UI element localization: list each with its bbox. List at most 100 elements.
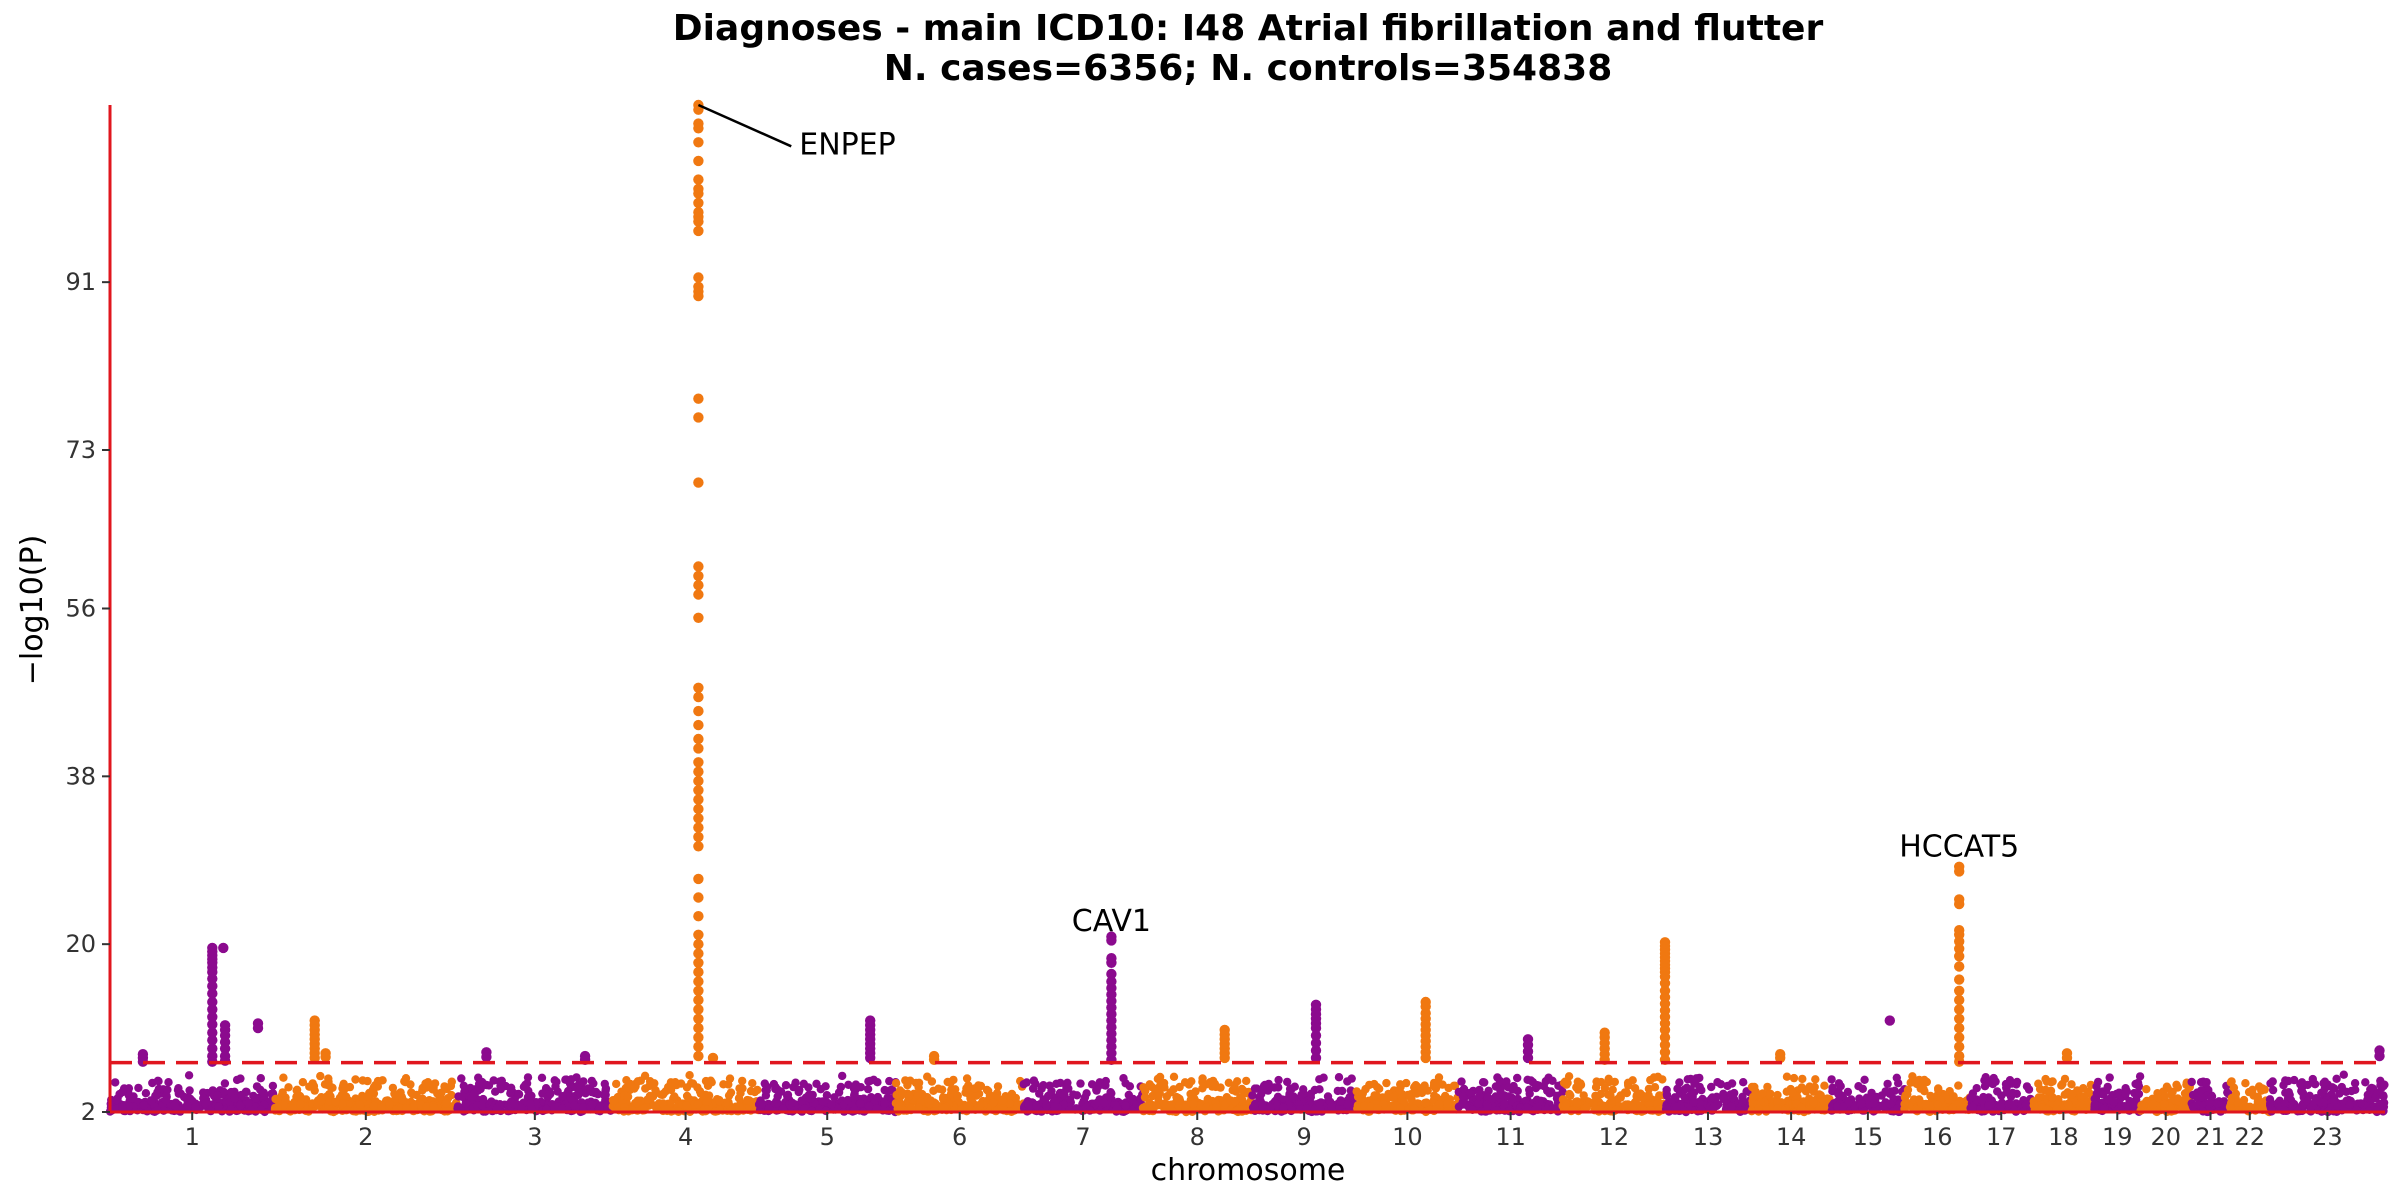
data-point [1719,1095,1729,1104]
data-point [856,1083,866,1092]
data-point [1709,1102,1719,1112]
data-point [292,1085,302,1095]
data-point [1707,1082,1716,1092]
data-point [738,1076,747,1086]
data-point [873,1078,882,1087]
data-point [2284,1088,2293,1097]
data-point [648,1092,658,1101]
peak-point [693,966,704,978]
data-point [693,1100,703,1109]
peak-point [693,733,704,745]
data-point [519,1082,529,1092]
data-point [256,1074,265,1083]
data-point [1623,1078,1633,1088]
data-point [1838,1102,1848,1112]
data-point [1274,1075,1283,1085]
x-tick-label: 22 [2235,1123,2266,1151]
data-point [1022,1078,1031,1087]
data-point [671,1078,680,1087]
data-point [1533,1102,1543,1112]
data-point [2297,1086,2306,1096]
peak-point [693,939,704,950]
peak-point [693,174,704,185]
peak-point [693,290,704,302]
data-point [458,1092,467,1101]
data-point [601,1090,610,1100]
y-tick-label: 56 [65,595,96,623]
x-tick-label: 13 [1693,1123,1724,1151]
data-point [410,1100,419,1110]
peak-point [218,942,229,954]
data-point [1966,1093,1976,1102]
peak-point [693,477,704,488]
peak-point [1954,866,1965,877]
data-point [1212,1103,1221,1112]
data-point [1306,1089,1316,1099]
data-point [2029,1101,2039,1111]
peak-point [693,1013,704,1024]
data-point [537,1073,547,1083]
data-point [1820,1098,1829,1107]
x-tick-label: 4 [678,1123,693,1151]
x-tick-label: 20 [2150,1123,2181,1151]
data-point [1628,1102,1638,1112]
data-point [623,1092,633,1101]
peak-point [693,589,704,600]
data-point [1101,1081,1110,1090]
data-point [1788,1088,1797,1097]
data-point [1883,1079,1892,1089]
data-point [213,1091,222,1100]
data-point [1289,1092,1298,1101]
data-point [1989,1073,1998,1083]
data-point [1854,1082,1863,1091]
peak-point [693,794,704,805]
data-point [2351,1085,2360,1095]
data-point [1050,1102,1059,1111]
peak-point [693,188,704,199]
data-point [963,1103,972,1112]
peak-point [693,272,704,283]
data-point [1087,1080,1097,1089]
data-point [402,1104,411,1113]
data-point [1500,1100,1509,1109]
data-point [1013,1101,1022,1110]
data-point [1388,1093,1398,1102]
data-point [1155,1088,1164,1098]
peak-point [693,1032,704,1043]
data-point [1837,1091,1847,1101]
data-point [2007,1100,2016,1109]
data-point [1689,1098,1698,1107]
data-point [1198,1084,1207,1093]
data-point [2034,1093,2044,1102]
x-tick-label: 5 [820,1123,835,1151]
peak-point [1954,974,1965,985]
data-point [153,1076,163,1086]
data-point [390,1089,399,1099]
data-point [1934,1085,1943,1095]
data-point [907,1104,916,1113]
data-point [406,1080,415,1089]
data-point [827,1100,836,1109]
data-point [373,1076,383,1086]
data-point [1606,1091,1615,1101]
peak-point [693,561,704,572]
data-point [1270,1083,1279,1092]
data-point [734,1094,744,1103]
data-point [1056,1078,1065,1088]
data-point [1100,1098,1109,1108]
data-point [183,1101,192,1111]
data-point [1076,1079,1085,1088]
data-point [622,1076,631,1085]
data-point [1739,1078,1748,1087]
data-point [2332,1074,2341,1084]
data-point [278,1088,287,1097]
data-point [2103,1082,2112,1092]
data-point [1697,1086,1706,1095]
data-point [268,1081,278,1091]
data-point [1153,1074,1163,1084]
data-point [939,1103,949,1113]
data-point [1361,1084,1370,1094]
data-point [1758,1089,1768,1098]
data-point [1031,1079,1040,1089]
data-point [2172,1080,2181,1090]
